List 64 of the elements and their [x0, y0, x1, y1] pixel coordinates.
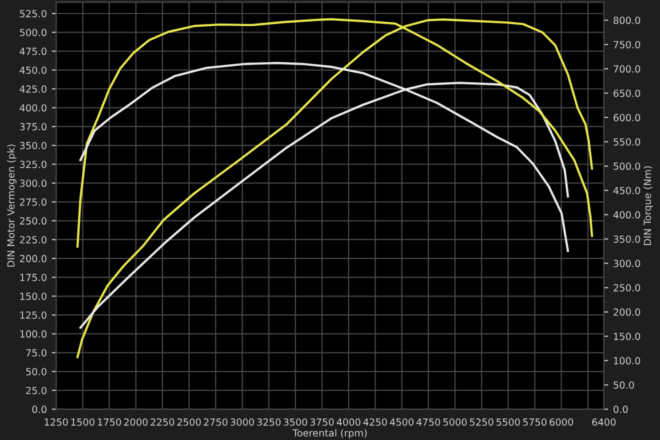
y2-tick-label: 200.0 [614, 308, 640, 316]
y2-tick-label: 0.0 [614, 406, 628, 414]
y-tick-label: 175.0 [20, 274, 46, 282]
x-tick-label: 2750 [204, 418, 228, 426]
y-tick-label: 125.0 [20, 311, 46, 319]
x-tick-label: 4750 [416, 418, 440, 426]
x-tick-label: 5500 [496, 418, 520, 426]
y-tick-label: 300.0 [20, 180, 46, 187]
y-tick-label: 275.0 [20, 198, 46, 206]
y-tick-label: 75.0 [26, 349, 46, 357]
x-tick-label: 2000 [124, 418, 148, 426]
y2-tick-label: 450.0 [613, 186, 640, 194]
x-tick-label: 1750 [98, 418, 122, 426]
line-series [76, 18, 594, 358]
y-tick-label: 200.0 [20, 254, 46, 262]
x-tick-label: 5250 [470, 418, 494, 426]
x-tick-label: 5000 [443, 418, 467, 426]
x-tick-label: 3000 [230, 418, 254, 426]
y-tick-label: 50.0 [26, 368, 46, 376]
y-axis-title: DIN Motor Vermogen (pk) [7, 144, 16, 267]
y-tick-label: 250.0 [20, 217, 46, 225]
y2-tick-label: 700.0 [614, 65, 640, 73]
y-tick-label: 425.0 [20, 85, 46, 93]
y2-tick-label: 750.0 [614, 40, 640, 48]
y-tick-label: 375.0 [20, 123, 46, 130]
y-tick-label: 25.0 [26, 386, 46, 394]
x-tick-label: 4000 [336, 418, 360, 426]
x-tick-label: 4500 [390, 418, 414, 426]
y2-tick-label: 800.0 [614, 16, 640, 24]
y-tick-label: 225.0 [20, 236, 46, 244]
y-tick-label: 500.0 [20, 28, 46, 36]
x-tick-label: 6000 [550, 418, 574, 426]
x-tick-label: 6400 [592, 418, 616, 426]
y2-tick-label: 100.0 [614, 357, 640, 364]
y2-tick-label: 50.0 [614, 381, 634, 389]
x-tick-label: 2500 [177, 418, 201, 426]
x-tick-label: 3250 [257, 418, 281, 426]
y-tick-label: 475.0 [20, 48, 46, 56]
y2-axis-title: DIN Torque (Nm) [644, 166, 653, 246]
x-tick-label: 1500 [71, 418, 94, 426]
y-tick-label: 400.0 [20, 104, 46, 112]
y2-tick-label: 350.0 [614, 235, 640, 243]
y-tick-label: 325.0 [20, 160, 46, 168]
y-tick-label: 100.0 [20, 330, 46, 338]
y-tick-label: 0.0 [32, 406, 46, 414]
x-axis-title: Toerental (rpm) [292, 429, 367, 438]
x-tick-label: 4250 [363, 418, 387, 426]
y-tick-label: 525.0 [20, 10, 46, 18]
y2-tick-label: 650.0 [614, 90, 640, 97]
x-tick-label: 1250 [44, 418, 68, 426]
y-tick-label: 150.0 [20, 292, 46, 300]
y2-tick-label: 500.0 [614, 162, 640, 170]
x-tick-label: 3750 [310, 418, 334, 426]
y-tick-label: 350.0 [20, 142, 46, 150]
x-tick-label: 3500 [284, 418, 308, 426]
y2-tick-label: 300.0 [614, 260, 640, 268]
y2-tick-label: 150.0 [614, 332, 640, 340]
y-tick-label: 450.0 [20, 66, 46, 74]
y2-tick-label: 250.0 [614, 284, 640, 292]
y2-tick-label: 550.0 [614, 138, 640, 146]
x-tick-label: 5750 [523, 418, 546, 426]
y2-tick-label: 400.0 [613, 211, 640, 219]
x-tick-label: 2250 [150, 418, 174, 426]
y2-tick-label: 600.0 [614, 114, 640, 122]
